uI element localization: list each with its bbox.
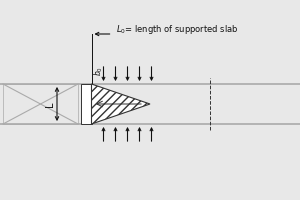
Text: $b_0$: $b_0$	[92, 66, 105, 76]
Text: $L_0$= length of supported slab: $L_0$= length of supported slab	[116, 23, 238, 36]
Text: L: L	[44, 101, 55, 107]
Polygon shape	[92, 84, 150, 124]
Bar	[81, 84, 92, 124]
